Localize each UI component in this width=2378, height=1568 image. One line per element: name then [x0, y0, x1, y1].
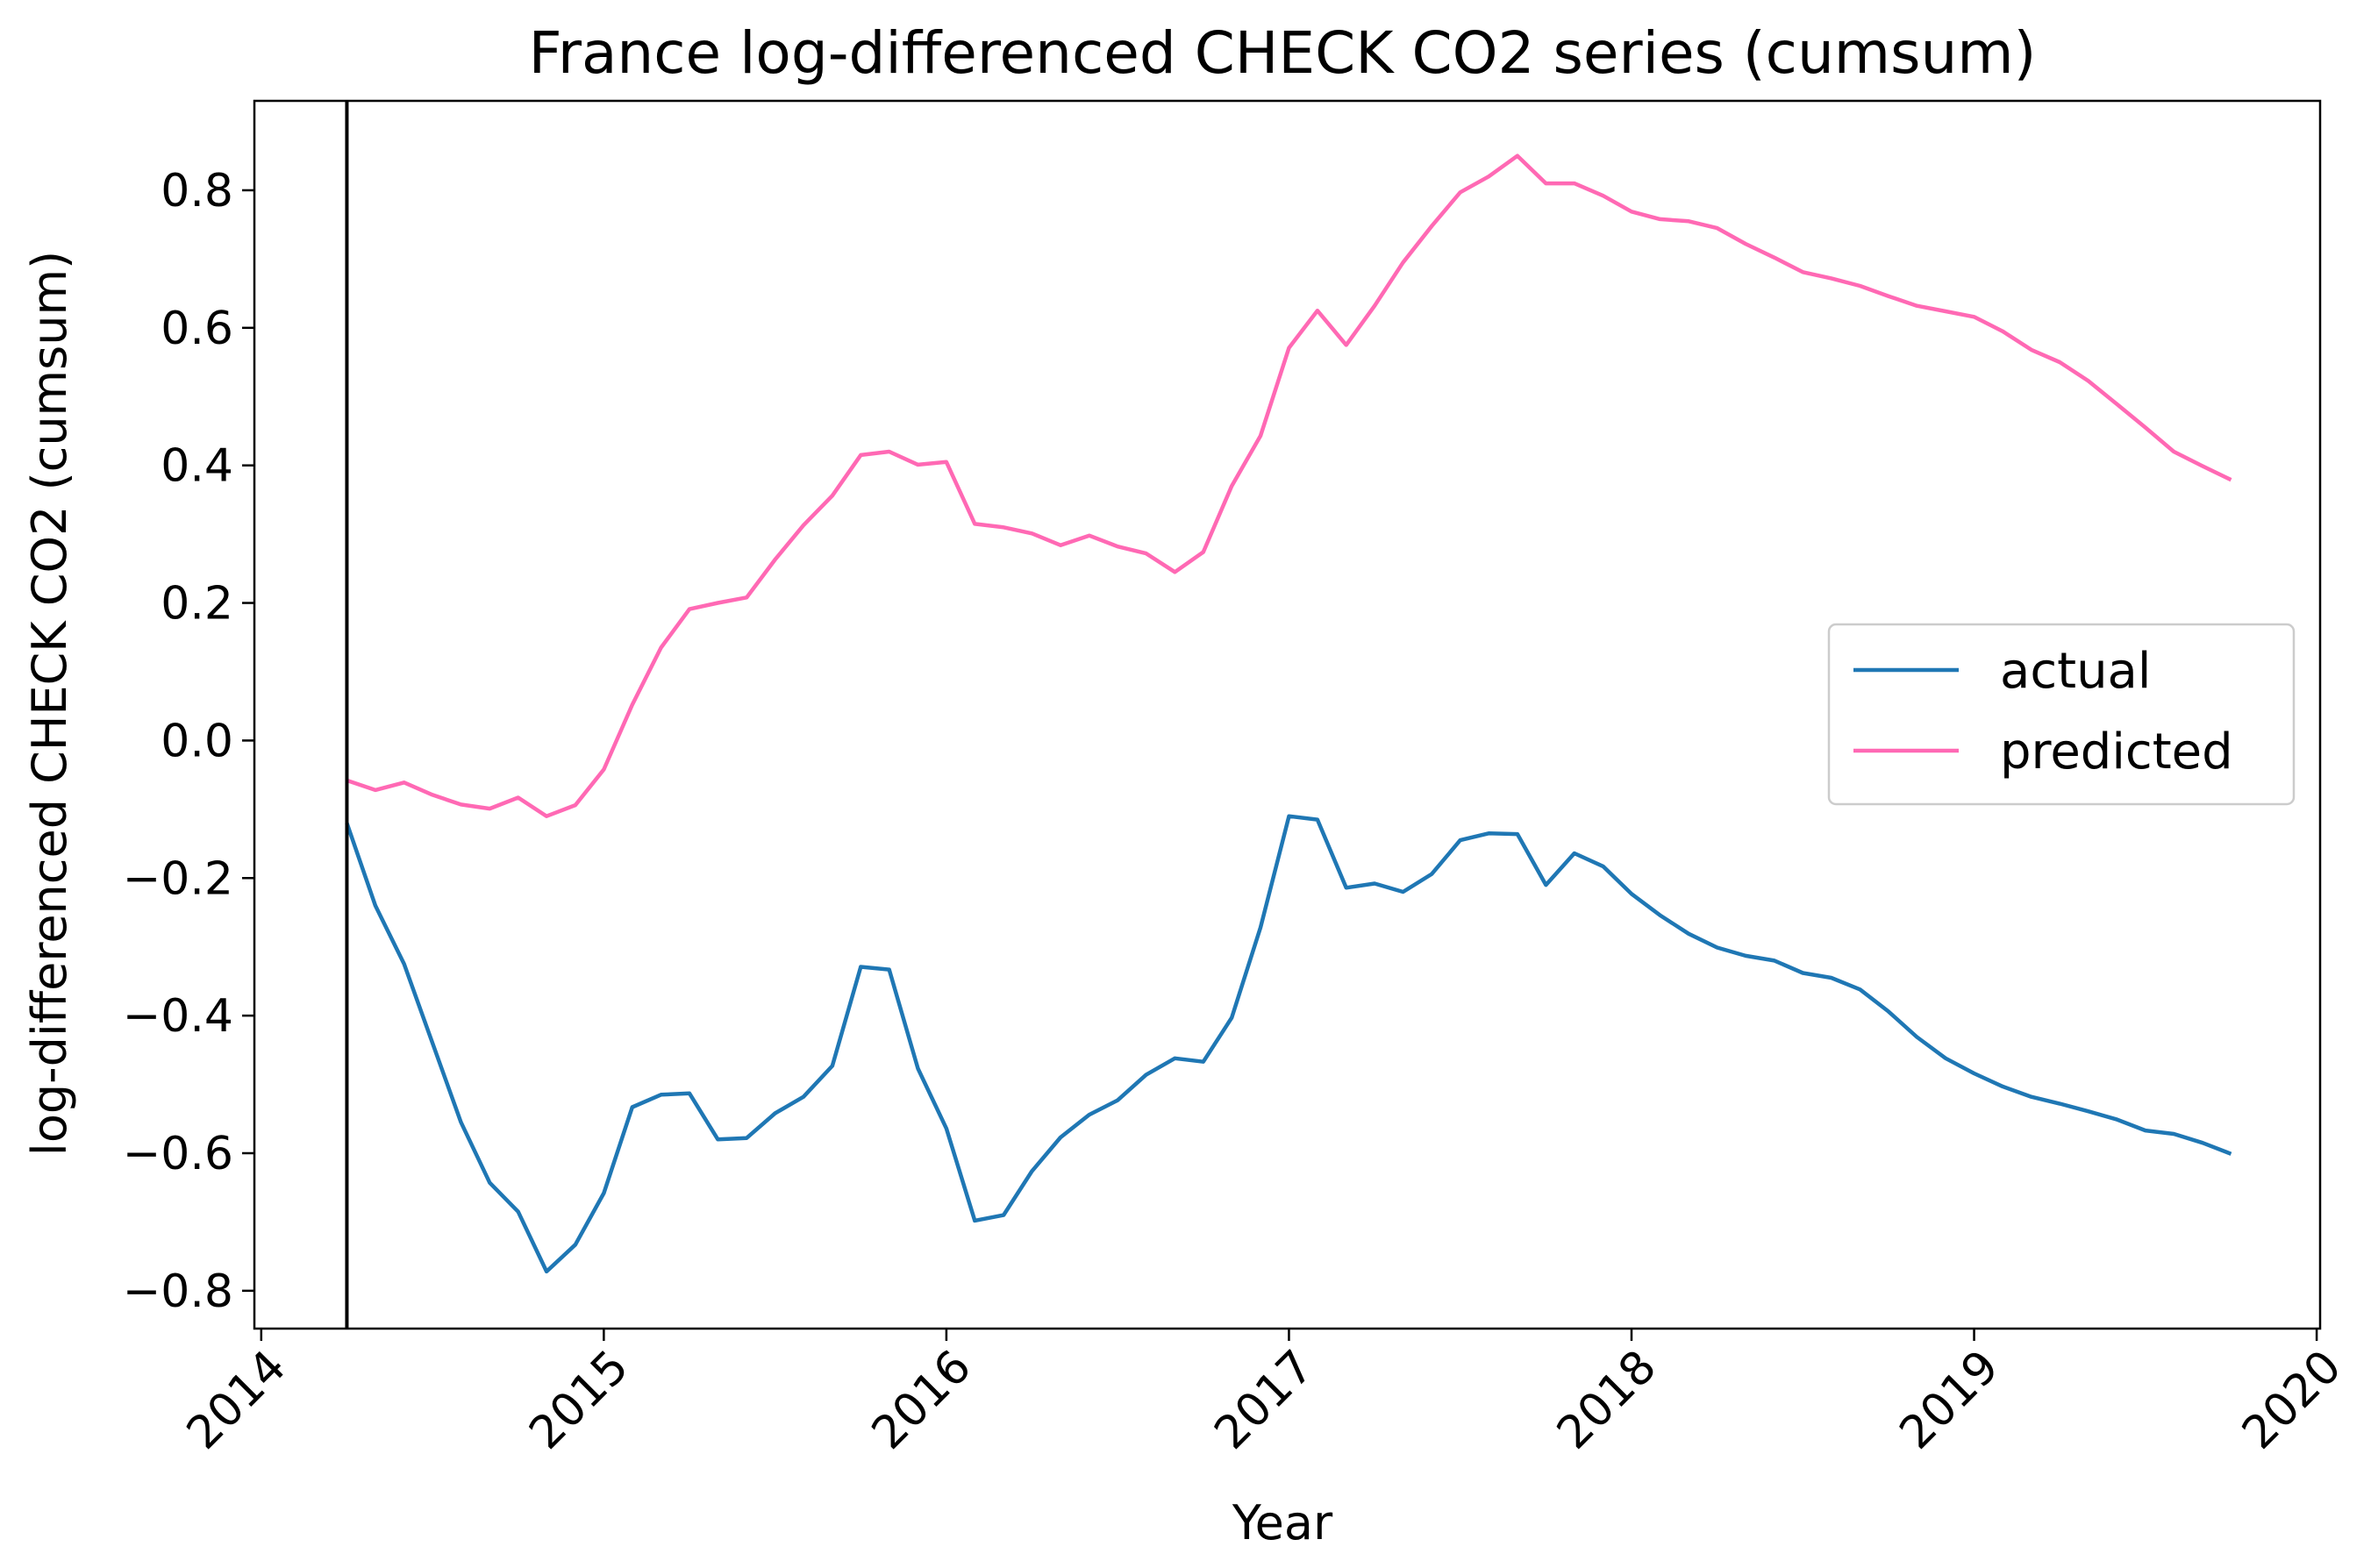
legend: actual predicted — [1827, 623, 2296, 806]
legend-label-actual: actual — [2000, 643, 2151, 700]
plot-area — [253, 99, 2322, 1330]
y-tick-label: 0.4 — [161, 440, 233, 493]
y-tick-label: −0.4 — [123, 990, 233, 1043]
y-tick-label: 0.0 — [161, 715, 233, 767]
series-line-predicted — [346, 153, 2232, 818]
y-axis: −0.8 −0.6 −0.4 −0.2 0.0 0.2 0.4 0.6 0.8 — [123, 165, 254, 1318]
x-axis-label: Year — [1232, 1495, 1333, 1550]
y-tick-label: 0.8 — [161, 165, 233, 217]
legend-label-predicted: predicted — [2000, 723, 2233, 780]
y-tick-label: 0.2 — [161, 578, 233, 631]
y-tick-label: −0.2 — [123, 852, 233, 905]
y-tick-label: −0.6 — [123, 1128, 233, 1180]
y-axis-label: log-differenced CHECK CO2 (cumsum) — [22, 251, 77, 1156]
series-line-actual — [345, 814, 2232, 1274]
y-tick-label: 0.6 — [161, 303, 233, 355]
plot-frame — [253, 99, 2322, 1330]
chart-title: France log-differenced CHECK CO2 series … — [529, 19, 2037, 87]
y-tick-label: −0.8 — [123, 1265, 233, 1318]
